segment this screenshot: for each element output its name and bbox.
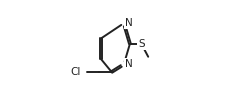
Text: S: S (137, 39, 144, 49)
Text: Cl: Cl (70, 67, 81, 77)
Text: N: N (125, 59, 133, 69)
Text: N: N (125, 18, 133, 28)
